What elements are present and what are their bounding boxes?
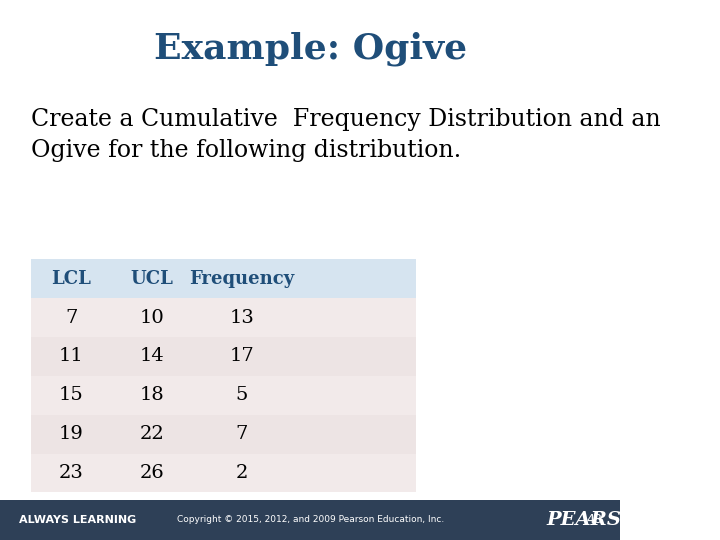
- Text: PEARSON: PEARSON: [546, 511, 656, 529]
- FancyBboxPatch shape: [112, 298, 192, 337]
- FancyBboxPatch shape: [112, 415, 192, 454]
- FancyBboxPatch shape: [292, 376, 415, 415]
- Text: Create a Cumulative  Frequency Distribution and an
Ogive for the following distr: Create a Cumulative Frequency Distributi…: [31, 109, 661, 161]
- Text: 22: 22: [140, 425, 164, 443]
- Text: 48: 48: [586, 513, 602, 526]
- FancyBboxPatch shape: [31, 337, 112, 376]
- FancyBboxPatch shape: [192, 376, 292, 415]
- FancyBboxPatch shape: [31, 376, 112, 415]
- FancyBboxPatch shape: [192, 298, 292, 337]
- Text: LCL: LCL: [51, 269, 91, 288]
- FancyBboxPatch shape: [292, 415, 415, 454]
- Text: 18: 18: [140, 386, 164, 404]
- FancyBboxPatch shape: [192, 415, 292, 454]
- FancyBboxPatch shape: [192, 259, 292, 298]
- Text: ALWAYS LEARNING: ALWAYS LEARNING: [19, 515, 136, 525]
- Text: 11: 11: [59, 347, 84, 366]
- FancyBboxPatch shape: [112, 376, 192, 415]
- FancyBboxPatch shape: [31, 259, 112, 298]
- Text: 7: 7: [235, 425, 248, 443]
- FancyBboxPatch shape: [112, 454, 192, 492]
- Text: 23: 23: [59, 464, 84, 482]
- Text: Example: Ogive: Example: Ogive: [153, 31, 467, 66]
- Text: 2: 2: [235, 464, 248, 482]
- Text: 26: 26: [140, 464, 164, 482]
- Text: 19: 19: [59, 425, 84, 443]
- Text: 15: 15: [59, 386, 84, 404]
- Text: UCL: UCL: [130, 269, 174, 288]
- FancyBboxPatch shape: [31, 415, 112, 454]
- Text: 14: 14: [140, 347, 164, 366]
- FancyBboxPatch shape: [112, 259, 192, 298]
- Text: 10: 10: [140, 308, 164, 327]
- FancyBboxPatch shape: [31, 454, 112, 492]
- Text: Frequency: Frequency: [189, 269, 294, 288]
- Text: 5: 5: [235, 386, 248, 404]
- FancyBboxPatch shape: [292, 259, 415, 298]
- FancyBboxPatch shape: [0, 500, 621, 540]
- FancyBboxPatch shape: [31, 298, 112, 337]
- Text: 13: 13: [230, 308, 254, 327]
- FancyBboxPatch shape: [292, 337, 415, 376]
- Text: 17: 17: [230, 347, 254, 366]
- FancyBboxPatch shape: [112, 337, 192, 376]
- FancyBboxPatch shape: [292, 454, 415, 492]
- Text: Copyright © 2015, 2012, and 2009 Pearson Education, Inc.: Copyright © 2015, 2012, and 2009 Pearson…: [176, 515, 444, 524]
- FancyBboxPatch shape: [192, 454, 292, 492]
- FancyBboxPatch shape: [292, 298, 415, 337]
- Text: 7: 7: [66, 308, 78, 327]
- FancyBboxPatch shape: [192, 337, 292, 376]
